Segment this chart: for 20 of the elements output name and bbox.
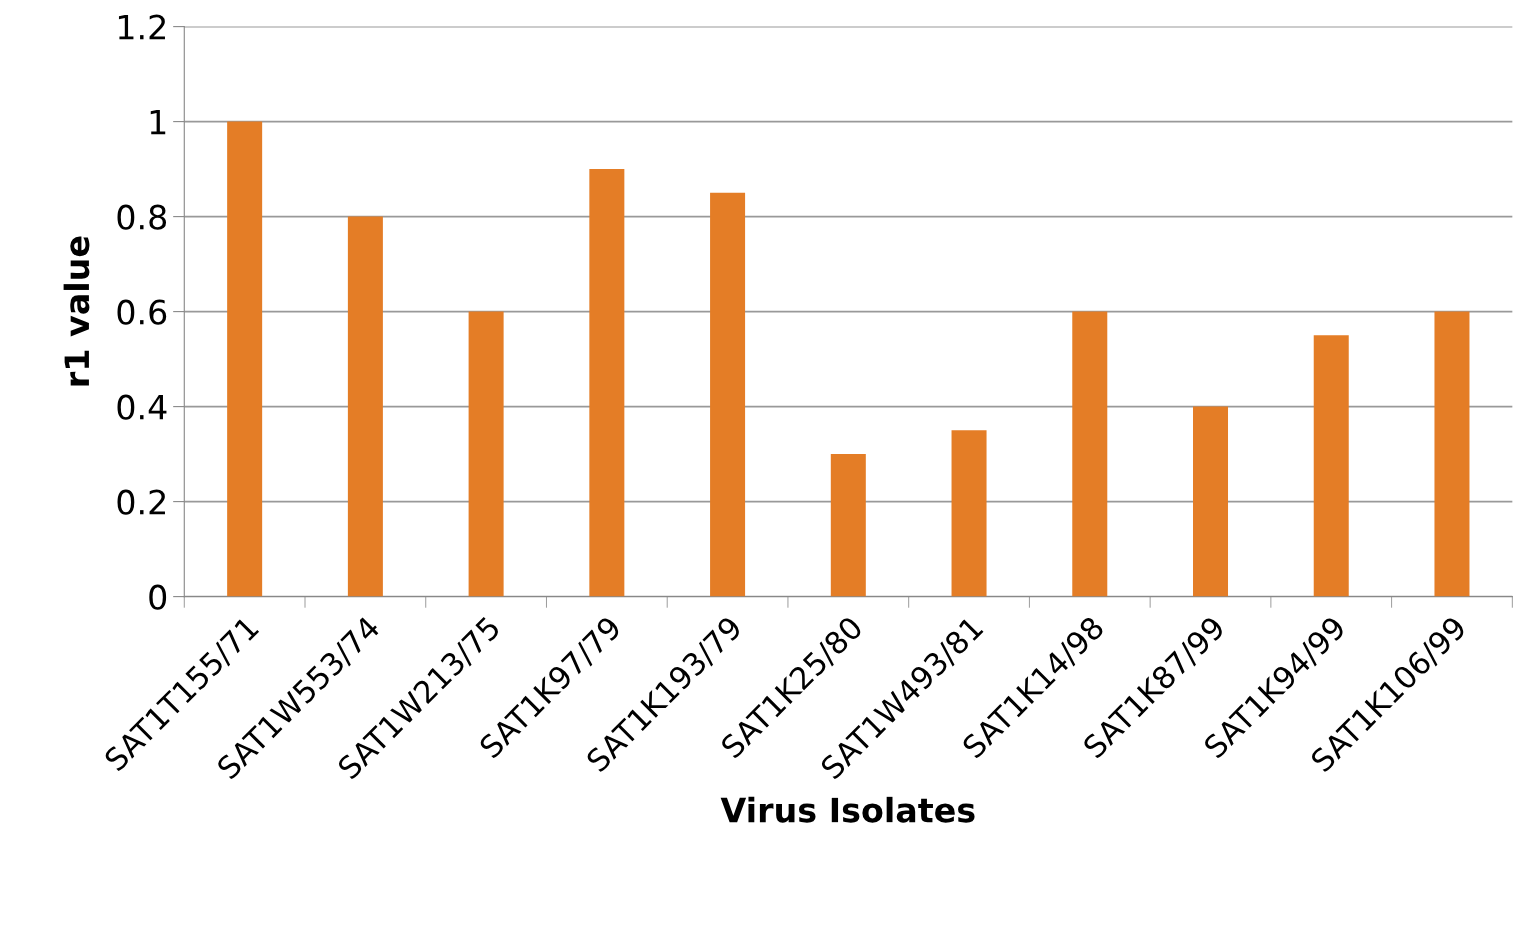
y-axis-title: r1 value [63,236,90,386]
bar [1193,406,1229,597]
y-tick-label: 0.8 [117,204,167,230]
bar [951,430,987,597]
bar [1434,311,1470,597]
y-tick-label: 0.2 [117,489,165,515]
bar [468,311,504,597]
x-axis-title: Virus Isolates [720,796,975,823]
y-tick-label: 0 [149,584,167,610]
bar [830,454,866,597]
bar [347,216,383,597]
y-tick-label: 1 [150,109,166,135]
y-tick-label: 0.4 [117,394,167,420]
bar [589,169,625,597]
bar [227,121,263,597]
bar [1072,311,1108,597]
y-tick-label: 0.6 [117,299,167,325]
bar [1313,335,1349,597]
y-tick-label: 1.2 [118,14,165,40]
bar [710,192,746,597]
